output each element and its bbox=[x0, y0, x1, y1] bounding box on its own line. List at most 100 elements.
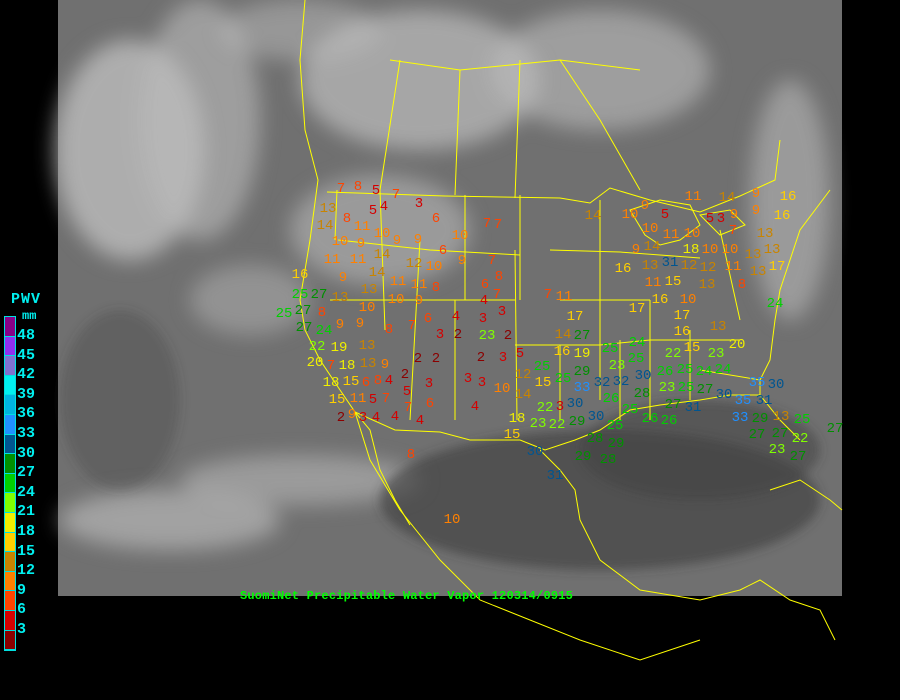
station-value: 17 bbox=[674, 308, 691, 324]
station-value: 11 bbox=[663, 227, 680, 243]
legend-label: 39 bbox=[17, 385, 36, 403]
station-value: 12 bbox=[681, 258, 698, 274]
station-value: 25 bbox=[292, 287, 309, 303]
station-value: 35 bbox=[749, 375, 766, 391]
station-value: 31 bbox=[685, 400, 702, 416]
legend-swatch bbox=[5, 473, 15, 494]
station-value: 29 bbox=[575, 449, 592, 465]
station-value: 10 bbox=[684, 226, 701, 242]
station-value: 16 bbox=[615, 261, 632, 277]
station-value: 12 bbox=[515, 367, 532, 383]
station-value: 26 bbox=[661, 413, 678, 429]
station-value: 3 bbox=[499, 350, 507, 366]
station-value: 23 bbox=[479, 328, 496, 344]
station-value: 3 bbox=[425, 376, 433, 392]
station-value: 13 bbox=[360, 356, 377, 372]
station-value: 10 bbox=[374, 226, 391, 242]
station-value: 7 bbox=[408, 318, 416, 334]
station-value: 3 bbox=[479, 311, 487, 327]
station-value: 10 bbox=[332, 234, 349, 250]
station-value: 8 bbox=[354, 179, 362, 195]
station-value: 30 bbox=[527, 444, 544, 460]
station-value: 12 bbox=[700, 260, 717, 276]
station-value: 11 bbox=[725, 259, 742, 275]
station-value: 10 bbox=[622, 207, 639, 223]
station-value: 9 bbox=[356, 316, 364, 332]
station-value: 10 bbox=[642, 221, 659, 237]
station-value: 31 bbox=[756, 393, 773, 409]
station-value: 14 bbox=[719, 190, 736, 206]
station-value: 13 bbox=[332, 290, 349, 306]
station-value: 20 bbox=[729, 337, 746, 353]
station-value: 22 bbox=[537, 400, 554, 416]
station-value: 19 bbox=[574, 346, 591, 362]
station-value: 24 bbox=[316, 323, 333, 339]
station-value: 14 bbox=[555, 327, 572, 343]
station-value: 10 bbox=[722, 242, 739, 258]
station-value: 25 bbox=[677, 362, 694, 378]
station-value: 13 bbox=[745, 247, 762, 263]
legend-label: 48 bbox=[17, 327, 36, 344]
station-value: 15 bbox=[665, 274, 682, 290]
station-value: 13 bbox=[764, 242, 781, 258]
station-value: 5 bbox=[369, 203, 377, 219]
legend-swatch bbox=[5, 317, 15, 337]
station-value: 7 bbox=[729, 223, 737, 239]
station-value: 9 bbox=[348, 407, 356, 423]
gulf-coast bbox=[539, 449, 836, 641]
station-value: 28 bbox=[634, 386, 651, 402]
station-value: 4 bbox=[471, 399, 479, 415]
station-value: 6 bbox=[424, 311, 432, 327]
station-value: 5 bbox=[706, 211, 714, 227]
station-value: 15 bbox=[684, 340, 701, 356]
station-value: 4 bbox=[480, 293, 488, 309]
station-value: 25 bbox=[607, 418, 624, 434]
legend-label: 36 bbox=[17, 405, 36, 423]
station-value: 7 bbox=[327, 358, 335, 374]
station-value: 5 bbox=[372, 183, 380, 199]
station-value: 9 bbox=[752, 186, 760, 202]
station-value: 23 bbox=[708, 346, 725, 362]
station-value: 11 bbox=[556, 289, 573, 305]
station-value: 11 bbox=[411, 277, 428, 293]
station-value: 25 bbox=[622, 402, 639, 418]
station-value: 30 bbox=[567, 396, 584, 412]
station-value: 27 bbox=[697, 382, 714, 398]
legend-label: 24 bbox=[17, 483, 36, 501]
station-value: 14 bbox=[317, 218, 334, 234]
state-lines-east bbox=[549, 200, 761, 420]
station-value: 17 bbox=[629, 301, 646, 317]
legend-label: 9 bbox=[17, 581, 27, 599]
station-value: 24 bbox=[696, 364, 713, 380]
station-value: 25 bbox=[678, 380, 695, 396]
station-value: 14 bbox=[585, 208, 602, 224]
station-value: 16 bbox=[774, 208, 791, 224]
station-value: 27 bbox=[790, 449, 807, 465]
station-value: 22 bbox=[792, 431, 809, 447]
legend-swatch bbox=[5, 571, 15, 592]
station-value: 3 bbox=[415, 196, 423, 212]
station-value: 9 bbox=[641, 198, 649, 214]
station-value: 9 bbox=[381, 357, 389, 373]
station-value: 13 bbox=[699, 277, 716, 293]
legend-swatch bbox=[5, 395, 15, 415]
station-value: 13 bbox=[757, 226, 774, 242]
station-value: 26 bbox=[642, 411, 659, 427]
station-value: 22 bbox=[309, 339, 326, 355]
station-value: 23 bbox=[769, 442, 786, 458]
station-value: 29 bbox=[752, 411, 769, 427]
station-value: 25 bbox=[628, 351, 645, 367]
station-value: 14 bbox=[374, 247, 391, 263]
station-value: 8 bbox=[407, 447, 415, 463]
station-value: 10 bbox=[452, 228, 469, 244]
station-value: 10 bbox=[680, 292, 697, 308]
station-value: 25 bbox=[276, 306, 293, 322]
legend-label: 15 bbox=[17, 542, 36, 560]
station-value: 9 bbox=[414, 232, 422, 248]
station-value: 3 bbox=[436, 327, 444, 343]
station-value: 2 bbox=[454, 327, 462, 343]
legend-swatch bbox=[5, 356, 15, 376]
station-value: 4 bbox=[380, 199, 388, 215]
station-value: 27 bbox=[311, 287, 328, 303]
